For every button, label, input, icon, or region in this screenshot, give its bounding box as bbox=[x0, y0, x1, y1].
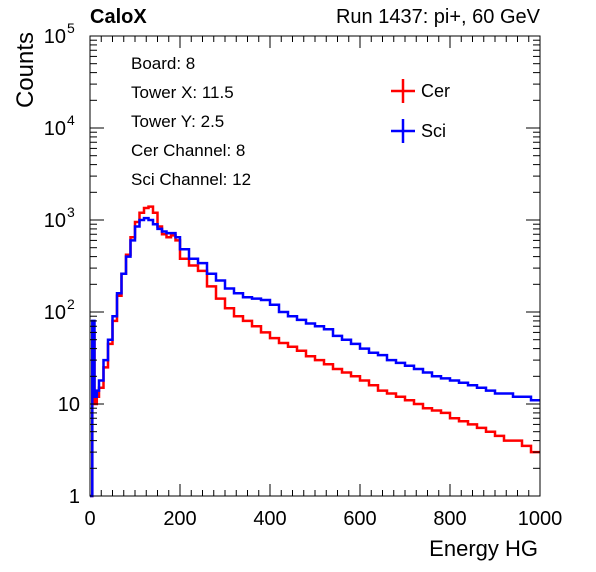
y-tick-label: 10 bbox=[44, 26, 66, 48]
y-tick-label: 10 bbox=[44, 118, 66, 140]
y-axis-label: Counts bbox=[12, 31, 39, 109]
plot-frame bbox=[89, 35, 541, 497]
y-tick-label: 10 bbox=[58, 394, 80, 416]
series-layer bbox=[90, 205, 540, 498]
x-tick-label: 400 bbox=[253, 508, 286, 530]
y-tick-exponent: 5 bbox=[67, 20, 75, 36]
y-tick-exponent: 4 bbox=[67, 112, 75, 128]
y-tick-label: 10 bbox=[44, 302, 66, 324]
x-tick-label: 600 bbox=[343, 508, 376, 530]
info-board: Board: 8 bbox=[131, 54, 196, 73]
x-tick-label: 200 bbox=[163, 508, 196, 530]
y-tick-label: 1 bbox=[69, 486, 80, 508]
y-tick-label: 10 bbox=[44, 210, 66, 232]
series-line-cer bbox=[90, 205, 540, 498]
brand-label: CaloX bbox=[90, 6, 147, 28]
y-tick-exponent: 2 bbox=[67, 296, 75, 312]
y-tick-exponent: 3 bbox=[67, 204, 75, 220]
legend-label-cer: Cer bbox=[421, 81, 451, 101]
x-axis-label: Energy HG bbox=[429, 536, 538, 561]
legend-label-sci: Sci bbox=[421, 121, 447, 141]
run-info-label: Run 1437: pi+, 60 GeV bbox=[335, 6, 540, 28]
legend-layer bbox=[391, 79, 415, 143]
info-tower-y: Tower Y: 2.5 bbox=[131, 112, 225, 131]
info-sci-channel: Sci Channel: 12 bbox=[131, 170, 252, 189]
x-tick-label: 0 bbox=[84, 508, 95, 530]
series-line-sci bbox=[90, 216, 540, 498]
x-tick-label: 1000 bbox=[518, 508, 563, 530]
x-tick-label: 800 bbox=[433, 508, 466, 530]
info-cer-channel: Cer Channel: 8 bbox=[131, 141, 246, 160]
info-tower-x: Tower X: 11.5 bbox=[131, 83, 234, 102]
